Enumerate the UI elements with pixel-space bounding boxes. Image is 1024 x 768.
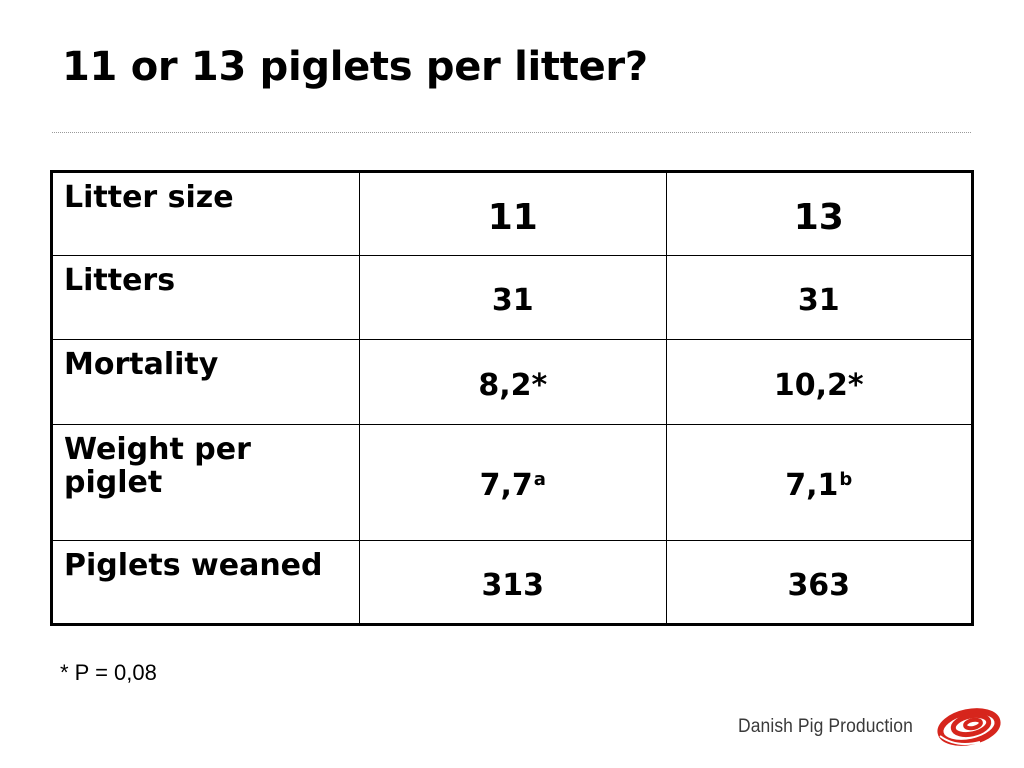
table-row: Litter size 11 13 <box>51 171 973 256</box>
cell-mortality-11: 8,2* <box>359 339 667 425</box>
red-spiral-logo-icon <box>937 708 1001 746</box>
row-label-litter-size: Litter size <box>51 171 360 256</box>
cell-litters-13: 31 <box>665 255 973 340</box>
cell-value: 8,2* <box>478 367 548 403</box>
cell-weaned-13: 363 <box>665 540 973 625</box>
cell-value: 7,7 <box>479 468 533 503</box>
title-divider <box>52 132 971 133</box>
table-row: Litters 31 31 <box>51 255 973 340</box>
cell-value: 10,2* <box>773 367 864 403</box>
cell-value: 13 <box>793 196 844 238</box>
cell-litter-size-13: 13 <box>665 171 973 256</box>
footnote: * P = 0,08 <box>60 660 157 685</box>
cell-weight-13: 7,1b <box>665 424 973 541</box>
cell-value: 31 <box>491 283 534 318</box>
cell-value: 11 <box>487 196 538 238</box>
cell-litter-size-11: 11 <box>359 171 667 256</box>
cell-value: 7,1 <box>785 468 839 503</box>
brand-name: Danish Pig Production <box>738 716 913 737</box>
cell-litters-11: 31 <box>359 255 667 340</box>
slide-title: 11 or 13 piglets per litter? <box>62 44 648 90</box>
row-label-weight-per-piglet: Weight per piglet <box>51 424 360 541</box>
cell-weaned-11: 313 <box>359 540 667 625</box>
table-row: Weight per piglet 7,7a 7,1b <box>51 424 973 541</box>
significance-mark: b <box>839 469 853 490</box>
cell-mortality-13: 10,2* <box>665 339 973 425</box>
table-row: Mortality 8,2* 10,2* <box>51 339 973 425</box>
significance-mark: a <box>533 469 546 490</box>
cell-value: 363 <box>787 567 851 603</box>
table-row: Piglets weaned 313 363 <box>51 540 973 625</box>
row-label-mortality: Mortality <box>51 339 360 425</box>
cell-weight-11: 7,7a <box>359 424 667 541</box>
row-label-litters: Litters <box>51 255 360 340</box>
cell-value: 31 <box>797 283 840 318</box>
brand: Danish Pig Production <box>738 706 1002 748</box>
cell-value: 313 <box>481 567 545 603</box>
comparison-table: Litter size 11 13 Litters 31 31 Mortalit… <box>50 170 974 626</box>
row-label-piglets-weaned: Piglets weaned <box>51 540 360 625</box>
